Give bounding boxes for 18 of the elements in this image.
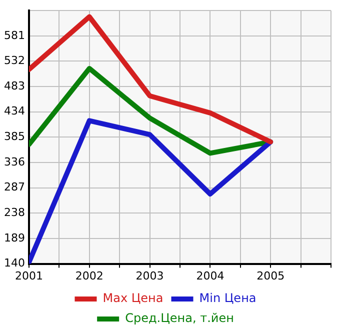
legend-label: Сред.Цена, т.йен bbox=[125, 311, 234, 326]
y-tick-label: 336 bbox=[4, 155, 25, 168]
y-tick-label: 581 bbox=[4, 28, 25, 42]
y-tick-label: 385 bbox=[4, 130, 25, 144]
y-tick-label: 434 bbox=[4, 104, 25, 118]
y-tick-label: 140 bbox=[4, 256, 25, 270]
y-tick-label: 287 bbox=[4, 180, 25, 194]
y-tick-label: 189 bbox=[4, 231, 25, 244]
y-tick-label: 483 bbox=[4, 79, 25, 92]
y-tick-label: 532 bbox=[4, 54, 25, 68]
x-tick-label: 2001 bbox=[14, 269, 43, 282]
x-tick-label: 2002 bbox=[75, 269, 104, 282]
legend-label: Max Цена bbox=[102, 291, 164, 306]
x-tick-label: 2005 bbox=[256, 269, 285, 282]
x-tick-label: 2003 bbox=[136, 269, 164, 282]
x-tick-label: 2004 bbox=[196, 269, 224, 282]
legend-label: Min Цена bbox=[199, 291, 256, 306]
y-tick-label: 238 bbox=[4, 206, 25, 220]
